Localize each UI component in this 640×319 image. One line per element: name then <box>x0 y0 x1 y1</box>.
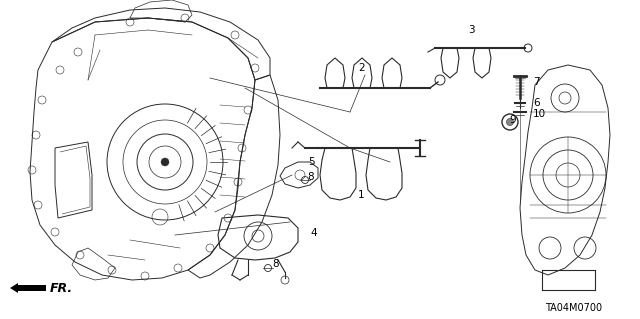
Circle shape <box>161 158 169 166</box>
Text: 1: 1 <box>358 190 365 200</box>
Text: FR.: FR. <box>50 281 73 294</box>
Text: 10: 10 <box>533 109 546 119</box>
Text: 7: 7 <box>533 77 540 87</box>
Text: 3: 3 <box>468 25 475 35</box>
Text: 6: 6 <box>533 98 540 108</box>
FancyArrow shape <box>10 283 46 293</box>
Text: 8: 8 <box>272 259 278 269</box>
Text: 8: 8 <box>307 172 314 182</box>
Text: 2: 2 <box>358 63 365 73</box>
Text: 4: 4 <box>310 228 317 238</box>
Text: 9: 9 <box>509 115 516 125</box>
Text: 5: 5 <box>308 157 315 167</box>
Text: TA04M0700: TA04M0700 <box>545 303 602 313</box>
Circle shape <box>506 118 513 125</box>
